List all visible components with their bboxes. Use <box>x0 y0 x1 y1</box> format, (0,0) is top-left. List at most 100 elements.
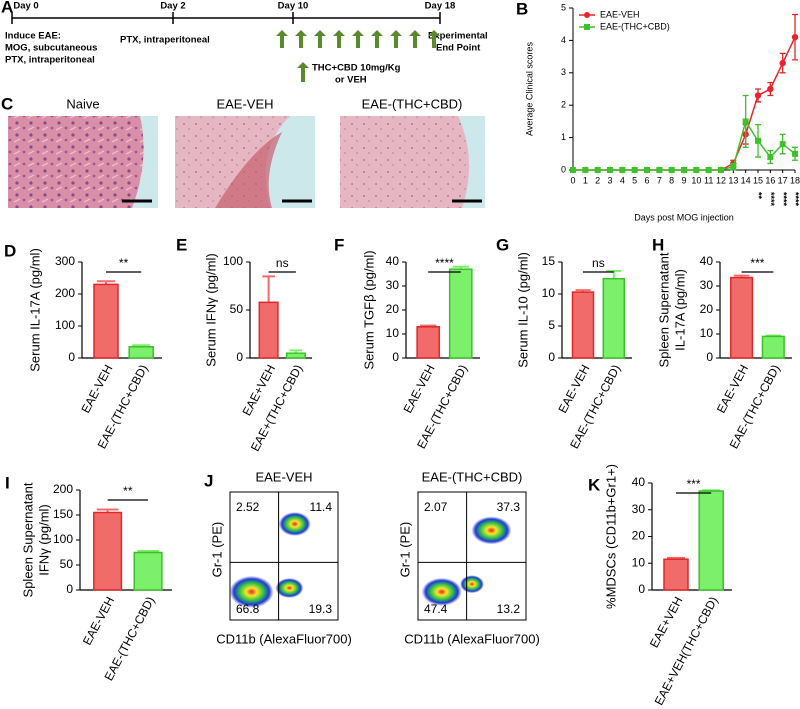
point <box>718 167 724 173</box>
significance-label: *** <box>750 256 764 270</box>
y-axis-label: Serum IL-10 (pg/ml) <box>515 252 530 368</box>
panel-letter: K <box>588 475 601 494</box>
x-axis-label: CD11b (AlexaFluor700) <box>216 631 352 646</box>
y-tick-label: 10 <box>386 326 400 340</box>
quadrant-value: 66.8 <box>236 602 260 616</box>
bar <box>602 277 626 359</box>
image-title: EAE-(THC+CBD) <box>362 96 463 111</box>
bar <box>663 558 689 591</box>
histology: C Naive EAE-VEH EAE-(THC+CBD) <box>1 94 485 208</box>
end-text: End Point <box>436 43 481 54</box>
y-tick-label: 0 <box>548 350 555 364</box>
y-tick-label: 100 <box>55 318 75 332</box>
y-axis-label: Serum IFNγ (pg/ml) <box>203 253 218 366</box>
x-tick-label: 10 <box>691 175 701 185</box>
y-tick-label: 50 <box>60 557 74 571</box>
panel-letter: D <box>4 241 16 260</box>
x-tick-label: EAE-VEH <box>78 362 115 415</box>
significance-label: ** <box>123 484 133 498</box>
y-tick-label: 0 <box>68 350 75 364</box>
point <box>754 92 762 99</box>
x-tick-label: 12 <box>716 175 726 185</box>
point <box>791 33 799 41</box>
point <box>619 167 626 173</box>
significance-label: ns <box>592 256 605 270</box>
quadrant-value: 19.3 <box>309 602 333 616</box>
arrow <box>295 30 307 48</box>
plot-title: EAE-VEH <box>255 469 312 484</box>
end-text: Experimental <box>428 31 488 42</box>
series-line <box>573 119 796 171</box>
point <box>755 137 761 144</box>
y-tick-label: 0 <box>706 350 713 364</box>
x-tick-label: 6 <box>644 175 649 185</box>
lesion <box>215 132 282 208</box>
treatment-text: THC+CBD 10mg/Kg <box>312 63 401 74</box>
y-tick-label: 20 <box>386 302 400 316</box>
y-tick-label: 20 <box>632 529 646 543</box>
panel-letter: H <box>652 235 664 254</box>
point <box>668 167 675 173</box>
x-tick-label: 16 <box>765 175 775 185</box>
panel-letter: E <box>176 235 187 254</box>
x-tick-label: 13 <box>728 175 738 185</box>
bar <box>258 301 279 359</box>
quadrant-value: 11.4 <box>310 500 333 514</box>
image-background <box>132 116 158 208</box>
point <box>594 167 601 173</box>
quadrant-value: 13.2 <box>497 602 521 616</box>
significance-label: ** <box>119 256 129 270</box>
x-tick-label: 18 <box>790 175 800 185</box>
y-axis-label: Spleen Supernatant <box>656 252 671 367</box>
legend-label: EAE-(THC+CBD) <box>600 21 670 31</box>
density <box>275 578 304 598</box>
series-line <box>573 36 796 171</box>
arrow <box>352 30 364 48</box>
y-axis-label: %MDSCs (CD11b+Gr1+) <box>603 464 618 609</box>
quadrant-value: 2.52 <box>236 500 260 514</box>
x-tick-label: 8 <box>669 175 674 185</box>
y-axis-label: IFNγ (pg/ml) <box>36 504 51 576</box>
x-tick-label: 14 <box>741 175 751 185</box>
plot-title: EAE-(THC+CBD) <box>422 469 523 484</box>
y-tick-label: 10 <box>542 286 556 300</box>
y-tick-label: 2 <box>561 100 566 110</box>
x-tick-label: EAE+VEH(THC+CBD) <box>652 594 721 707</box>
point <box>779 59 786 67</box>
induce-text: MOG, subcutaneous <box>5 43 97 54</box>
y-tick-label: 100 <box>223 254 243 268</box>
bar <box>128 346 154 359</box>
panel-letter: B <box>516 0 528 18</box>
bar <box>448 268 473 359</box>
significance-label: **** <box>435 256 454 270</box>
point <box>693 167 700 173</box>
y-tick-label: 200 <box>53 482 73 496</box>
y-tick-label: 10 <box>700 326 714 340</box>
x-tick-label: 11 <box>704 175 713 185</box>
x-tick-label: EAE+VEH <box>647 594 686 650</box>
y-tick-label: 5 <box>548 318 555 332</box>
timeline: A Day 0 Day 2 Day 10 Day 18 Induce EAE: … <box>1 0 488 86</box>
arrow <box>428 30 440 48</box>
density <box>421 577 462 606</box>
density <box>229 575 274 608</box>
x-tick-label: 1 <box>583 175 588 185</box>
bar <box>571 291 595 359</box>
point <box>705 167 712 173</box>
y-tick-label: 20 <box>700 302 714 316</box>
day-label: Day 10 <box>278 1 309 12</box>
induce-text: Induce EAE: <box>5 31 61 42</box>
x-axis-label: CD11b (AlexaFluor700) <box>404 631 540 646</box>
legend-label: EAE-VEH <box>600 9 640 19</box>
quadrant-value: 37.3 <box>497 500 521 514</box>
panel-letter: I <box>5 473 10 492</box>
bar <box>730 276 754 359</box>
y-axis-label: Gr-1 (PE) <box>209 522 224 578</box>
y-tick-label: 40 <box>700 254 714 268</box>
y-axis-label: Serum IL-17A (pg/ml) <box>27 248 42 372</box>
y-axis-label: Serum TGFβ (pg/ml) <box>361 250 376 369</box>
bar <box>761 335 785 359</box>
significance-label: *** <box>687 477 701 491</box>
arrow <box>390 30 402 48</box>
point <box>792 150 798 157</box>
